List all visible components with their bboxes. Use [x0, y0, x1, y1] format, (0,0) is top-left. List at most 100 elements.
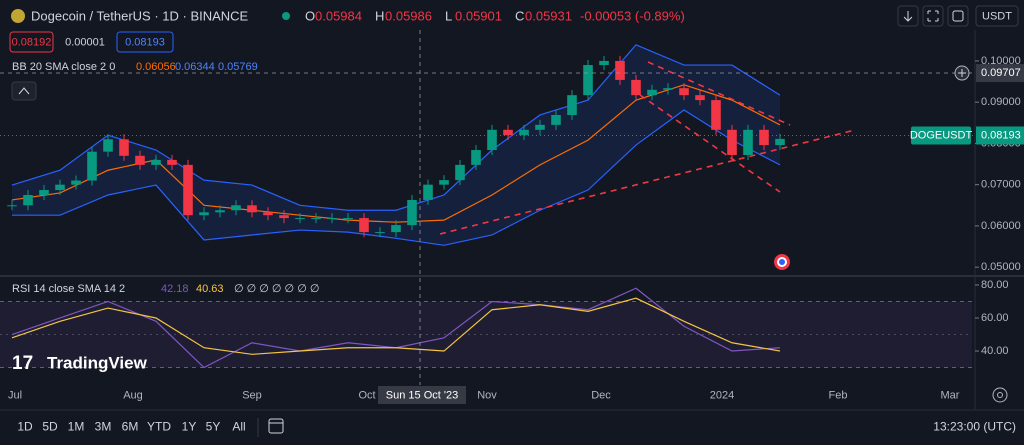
- rsi-line: [11, 297, 781, 355]
- candle: [327, 218, 337, 220]
- coin-icon: [11, 9, 25, 23]
- camera-icon: [952, 10, 964, 22]
- settings-button[interactable]: [992, 387, 1008, 403]
- candle: [71, 180, 81, 185]
- candle: [423, 184, 433, 200]
- candle: [343, 218, 353, 220]
- bb-lower-line: [12, 109, 781, 246]
- range-button[interactable]: 5Y: [206, 420, 221, 434]
- candle: [599, 60, 609, 66]
- candle: [487, 129, 497, 151]
- expand-icon: [927, 10, 939, 22]
- candle: [103, 139, 113, 152]
- candle: [711, 100, 721, 130]
- candle: [775, 138, 785, 146]
- time-label: Sep: [242, 389, 262, 401]
- ohlc-key: C: [515, 8, 524, 23]
- ohlc-value: 0.05986: [385, 8, 432, 23]
- candle: [567, 95, 577, 115]
- ohlc-value: 0.05931: [525, 8, 572, 23]
- ask-price[interactable]: 0.08193: [125, 36, 165, 48]
- last-price: 0.08193: [981, 129, 1021, 141]
- candle: [407, 199, 417, 226]
- candle: [279, 215, 289, 219]
- download-button[interactable]: [897, 5, 919, 27]
- change: -0.00053 (-0.89%): [580, 8, 685, 23]
- range-button[interactable]: 3M: [95, 420, 112, 434]
- price-tick-label: 0.07000: [981, 179, 1021, 191]
- range-button[interactable]: 1D: [17, 420, 33, 434]
- candle: [135, 155, 145, 165]
- candle: [311, 218, 321, 220]
- buy-box[interactable]: [116, 31, 174, 53]
- candle: [39, 190, 49, 195]
- clock[interactable]: 13:23:00 (UTC): [933, 420, 1016, 434]
- ohlc-key: O: [305, 8, 315, 23]
- time-label: Nov: [477, 389, 497, 401]
- candle: [519, 129, 529, 136]
- candle: [679, 88, 689, 96]
- currency[interactable]: USDT: [982, 10, 1012, 22]
- last-price-badge: [976, 126, 1024, 145]
- range-button[interactable]: 5D: [42, 420, 58, 434]
- ohlc-value: 0.05984: [315, 8, 362, 23]
- range-button[interactable]: YTD: [147, 420, 171, 434]
- fullscreen-button[interactable]: [922, 5, 944, 27]
- logo-mark: 17: [12, 353, 33, 374]
- sell-box[interactable]: [9, 31, 54, 53]
- down-icon: [903, 11, 913, 22]
- time-label: Feb: [829, 389, 848, 401]
- collapse-button[interactable]: [11, 81, 37, 101]
- candle: [503, 129, 513, 136]
- rsi-tick-label: 40.00: [981, 345, 1009, 357]
- rsi-legend: RSI 14 close SMA 14 2: [12, 283, 125, 295]
- cursor-date-box: [378, 386, 466, 404]
- symbol-badge: [911, 126, 971, 145]
- candle: [727, 129, 737, 155]
- candle: [535, 124, 545, 130]
- range-button[interactable]: All: [232, 420, 245, 434]
- candle: [183, 164, 193, 216]
- candle: [375, 232, 385, 234]
- time-label: Mar: [941, 389, 960, 401]
- candle: [631, 79, 641, 96]
- bid-price[interactable]: 0.08192: [12, 36, 52, 48]
- candle: [263, 212, 273, 216]
- bb-fill: [12, 44, 780, 246]
- candle: [295, 218, 305, 220]
- candle: [551, 114, 561, 125]
- rsi-tick-label: 60.00: [981, 312, 1009, 324]
- candle: [199, 212, 209, 216]
- bb-legend: BB 20 SMA close 2 0: [12, 61, 115, 73]
- candle: [215, 210, 225, 213]
- candle: [615, 60, 625, 80]
- time-label: Aug: [123, 389, 143, 401]
- candle: [439, 180, 449, 185]
- bb-basis: 0.06056: [136, 61, 176, 73]
- date-range-button[interactable]: [268, 418, 284, 434]
- price-tick-label: 0.09000: [981, 96, 1021, 108]
- range-button[interactable]: 1M: [68, 420, 85, 434]
- market-status: [282, 12, 290, 20]
- candle: [119, 139, 129, 156]
- candle: [743, 129, 753, 155]
- rsi-extra: ∅ ∅ ∅ ∅ ∅ ∅ ∅: [234, 283, 319, 295]
- ohlc-value: 0.05901: [455, 8, 502, 23]
- spread: 0.00001: [65, 36, 105, 48]
- candle: [583, 65, 593, 96]
- bb-upper: 0.06344: [175, 61, 215, 73]
- crosshair-price: 0.09707: [981, 67, 1021, 79]
- candle: [247, 205, 257, 213]
- rsi-sma-value: 40.63: [196, 283, 224, 295]
- price-tick-label: 0.10000: [981, 55, 1021, 67]
- currency-button[interactable]: [975, 5, 1019, 27]
- time-label: 2024: [710, 389, 734, 401]
- cursor-date: Sun 15 Oct '23: [386, 389, 458, 401]
- range-button[interactable]: 1Y: [182, 420, 197, 434]
- candle: [231, 205, 241, 211]
- screenshot-button[interactable]: [947, 5, 969, 27]
- range-button[interactable]: 6M: [122, 420, 139, 434]
- symbol-title: Dogecoin / TetherUS · 1D · BINANCE: [31, 8, 249, 23]
